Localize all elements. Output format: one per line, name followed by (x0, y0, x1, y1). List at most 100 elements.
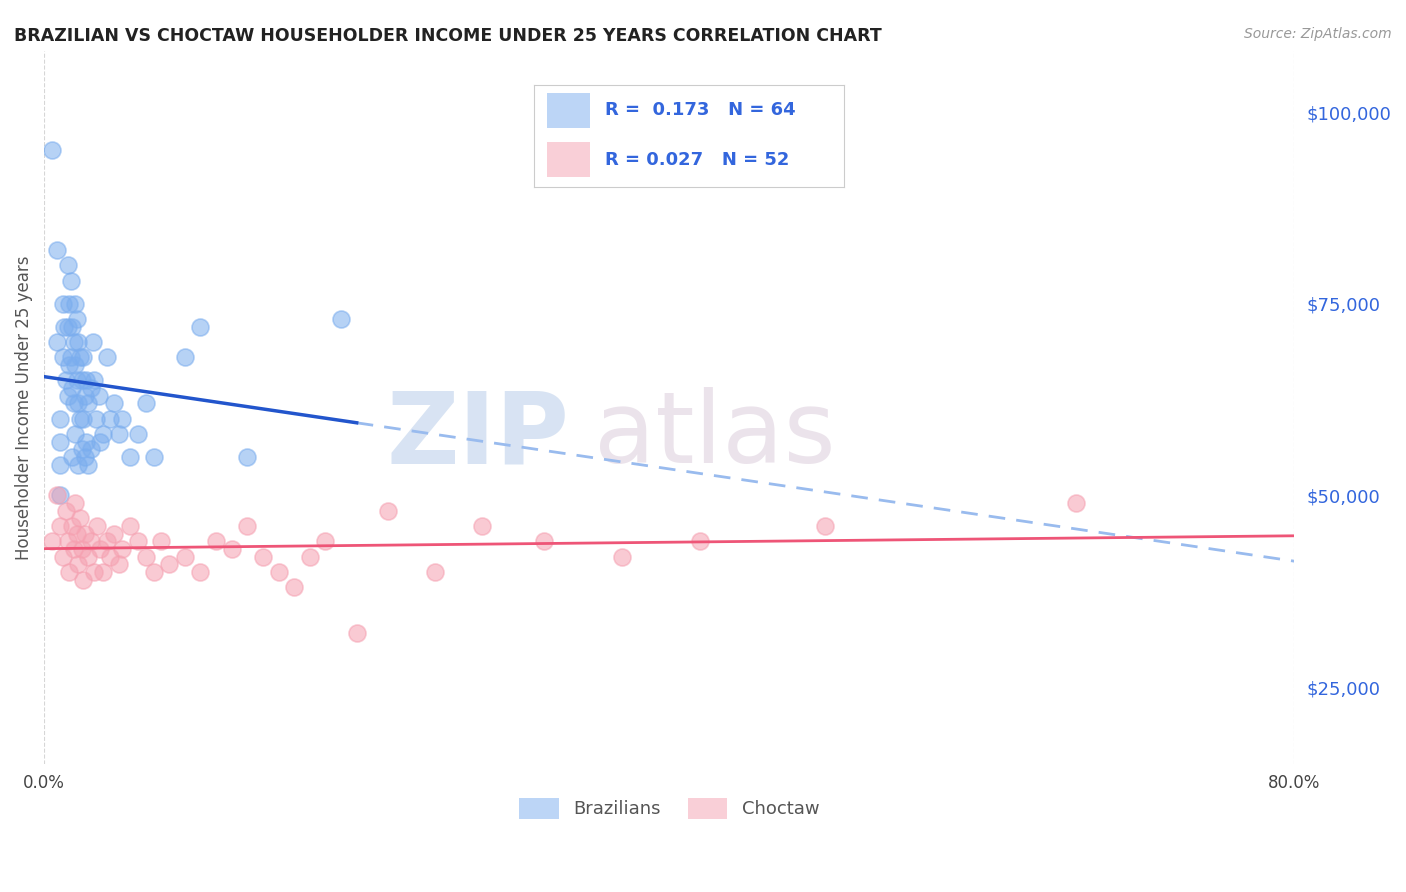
Point (689, 534, 711, 549)
Point (346, 626, 368, 640)
Point (72, 573, 94, 587)
Point (205, 534, 228, 549)
Point (72, 411, 94, 425)
Point (56, 259, 79, 273)
Point (76, 549, 98, 564)
Text: R =  0.173   N = 64: R = 0.173 N = 64 (606, 102, 796, 120)
Point (330, 312, 353, 326)
Point (96, 534, 118, 549)
Point (103, 396, 125, 410)
Point (52, 549, 75, 564)
Point (69, 511, 91, 525)
Text: atlas: atlas (595, 387, 835, 484)
Point (533, 534, 555, 549)
Point (65, 496, 87, 510)
Point (62, 334, 84, 349)
Point (76, 458, 98, 472)
FancyBboxPatch shape (547, 142, 591, 177)
Point (80, 442, 103, 457)
Point (87, 389, 110, 403)
Point (58, 565, 80, 579)
Point (60, 381, 83, 395)
Y-axis label: Householder Income Under 25 years: Householder Income Under 25 years (15, 255, 32, 559)
Point (82, 334, 104, 349)
Point (69, 351, 91, 365)
Point (298, 549, 321, 564)
Point (190, 319, 212, 334)
Point (190, 565, 212, 579)
Point (70, 373, 93, 387)
Point (83, 373, 105, 387)
Point (377, 504, 399, 518)
Point (72, 351, 94, 365)
Point (55, 504, 77, 518)
Point (236, 519, 259, 533)
Point (73, 450, 96, 464)
Point (65, 358, 87, 372)
Point (56, 319, 79, 334)
Point (66, 526, 89, 541)
Point (80, 381, 103, 395)
Point (41, 534, 63, 549)
Point (93, 565, 115, 579)
Point (65, 297, 87, 311)
Point (69, 411, 91, 425)
Point (612, 549, 634, 564)
Point (108, 558, 131, 572)
Point (73, 526, 96, 541)
Point (423, 565, 446, 579)
Text: BRAZILIAN VS CHOCTAW HOUSEHOLDER INCOME UNDER 25 YEARS CORRELATION CHART: BRAZILIAN VS CHOCTAW HOUSEHOLDER INCOME … (14, 27, 882, 45)
Point (48, 434, 70, 449)
Point (75, 373, 97, 387)
Point (1064, 496, 1087, 510)
Point (45, 488, 67, 502)
Point (83, 565, 105, 579)
Point (86, 519, 108, 533)
Point (56, 389, 79, 403)
Point (135, 549, 157, 564)
Point (66, 312, 89, 326)
Point (65, 427, 87, 442)
Point (120, 519, 142, 533)
Point (157, 558, 180, 572)
Point (67, 458, 90, 472)
Point (67, 558, 90, 572)
Point (55, 373, 77, 387)
Point (173, 549, 195, 564)
Point (45, 243, 67, 257)
Text: ZIP: ZIP (387, 387, 569, 484)
Point (66, 373, 89, 387)
Point (58, 297, 80, 311)
Point (52, 297, 75, 311)
Point (58, 358, 80, 372)
Point (93, 427, 115, 442)
Point (67, 396, 90, 410)
Point (48, 488, 70, 502)
Point (221, 542, 243, 557)
Point (76, 396, 98, 410)
Point (283, 581, 305, 595)
Point (120, 450, 142, 464)
Point (103, 526, 125, 541)
Point (48, 458, 70, 472)
Point (59, 274, 82, 288)
Point (142, 450, 165, 464)
Point (48, 411, 70, 425)
Point (236, 450, 259, 464)
Point (52, 351, 75, 365)
Point (471, 519, 494, 533)
Point (142, 565, 165, 579)
Legend: Brazilians, Choctaw: Brazilians, Choctaw (512, 791, 827, 826)
Point (67, 334, 90, 349)
Point (814, 519, 837, 533)
Point (53, 319, 76, 334)
Point (89, 434, 111, 449)
Point (150, 534, 173, 549)
FancyBboxPatch shape (547, 93, 591, 128)
Point (127, 534, 149, 549)
Point (111, 542, 134, 557)
Point (48, 519, 70, 533)
Point (70, 542, 93, 557)
Point (173, 351, 195, 365)
Point (267, 565, 290, 579)
